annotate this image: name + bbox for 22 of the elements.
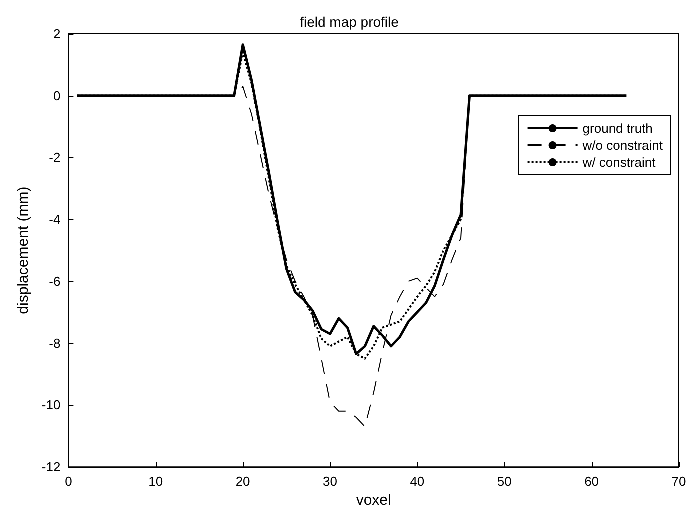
x-axis-title: voxel: [356, 492, 392, 509]
x-tick-label: 50: [497, 474, 512, 490]
chart-title: field map profile: [300, 14, 400, 30]
y-tick-label: -10: [42, 398, 61, 413]
legend-label: w/o constraint: [582, 138, 664, 153]
legend-label: ground truth: [582, 121, 653, 136]
x-tick-label: 20: [236, 474, 250, 490]
x-tick-label: 70: [672, 474, 686, 490]
y-tick-label: 0: [53, 88, 61, 104]
x-tick-label: 0: [65, 474, 72, 490]
y-tick-label: 2: [53, 26, 61, 42]
y-tick-label: -2: [49, 150, 61, 166]
legend-label: w/ constraint: [582, 155, 656, 170]
y-tick-label: -4: [49, 212, 61, 228]
y-tick-label: -8: [49, 336, 61, 351]
y-axis-title: displacement (mm): [15, 186, 32, 314]
x-tick-label: 40: [410, 474, 425, 490]
y-tick-label: -12: [42, 460, 61, 475]
x-tick-label: 60: [584, 474, 600, 490]
x-tick-label: 30: [323, 474, 338, 490]
x-tick-label: 10: [148, 474, 164, 490]
y-tick-label: -6: [49, 274, 61, 289]
